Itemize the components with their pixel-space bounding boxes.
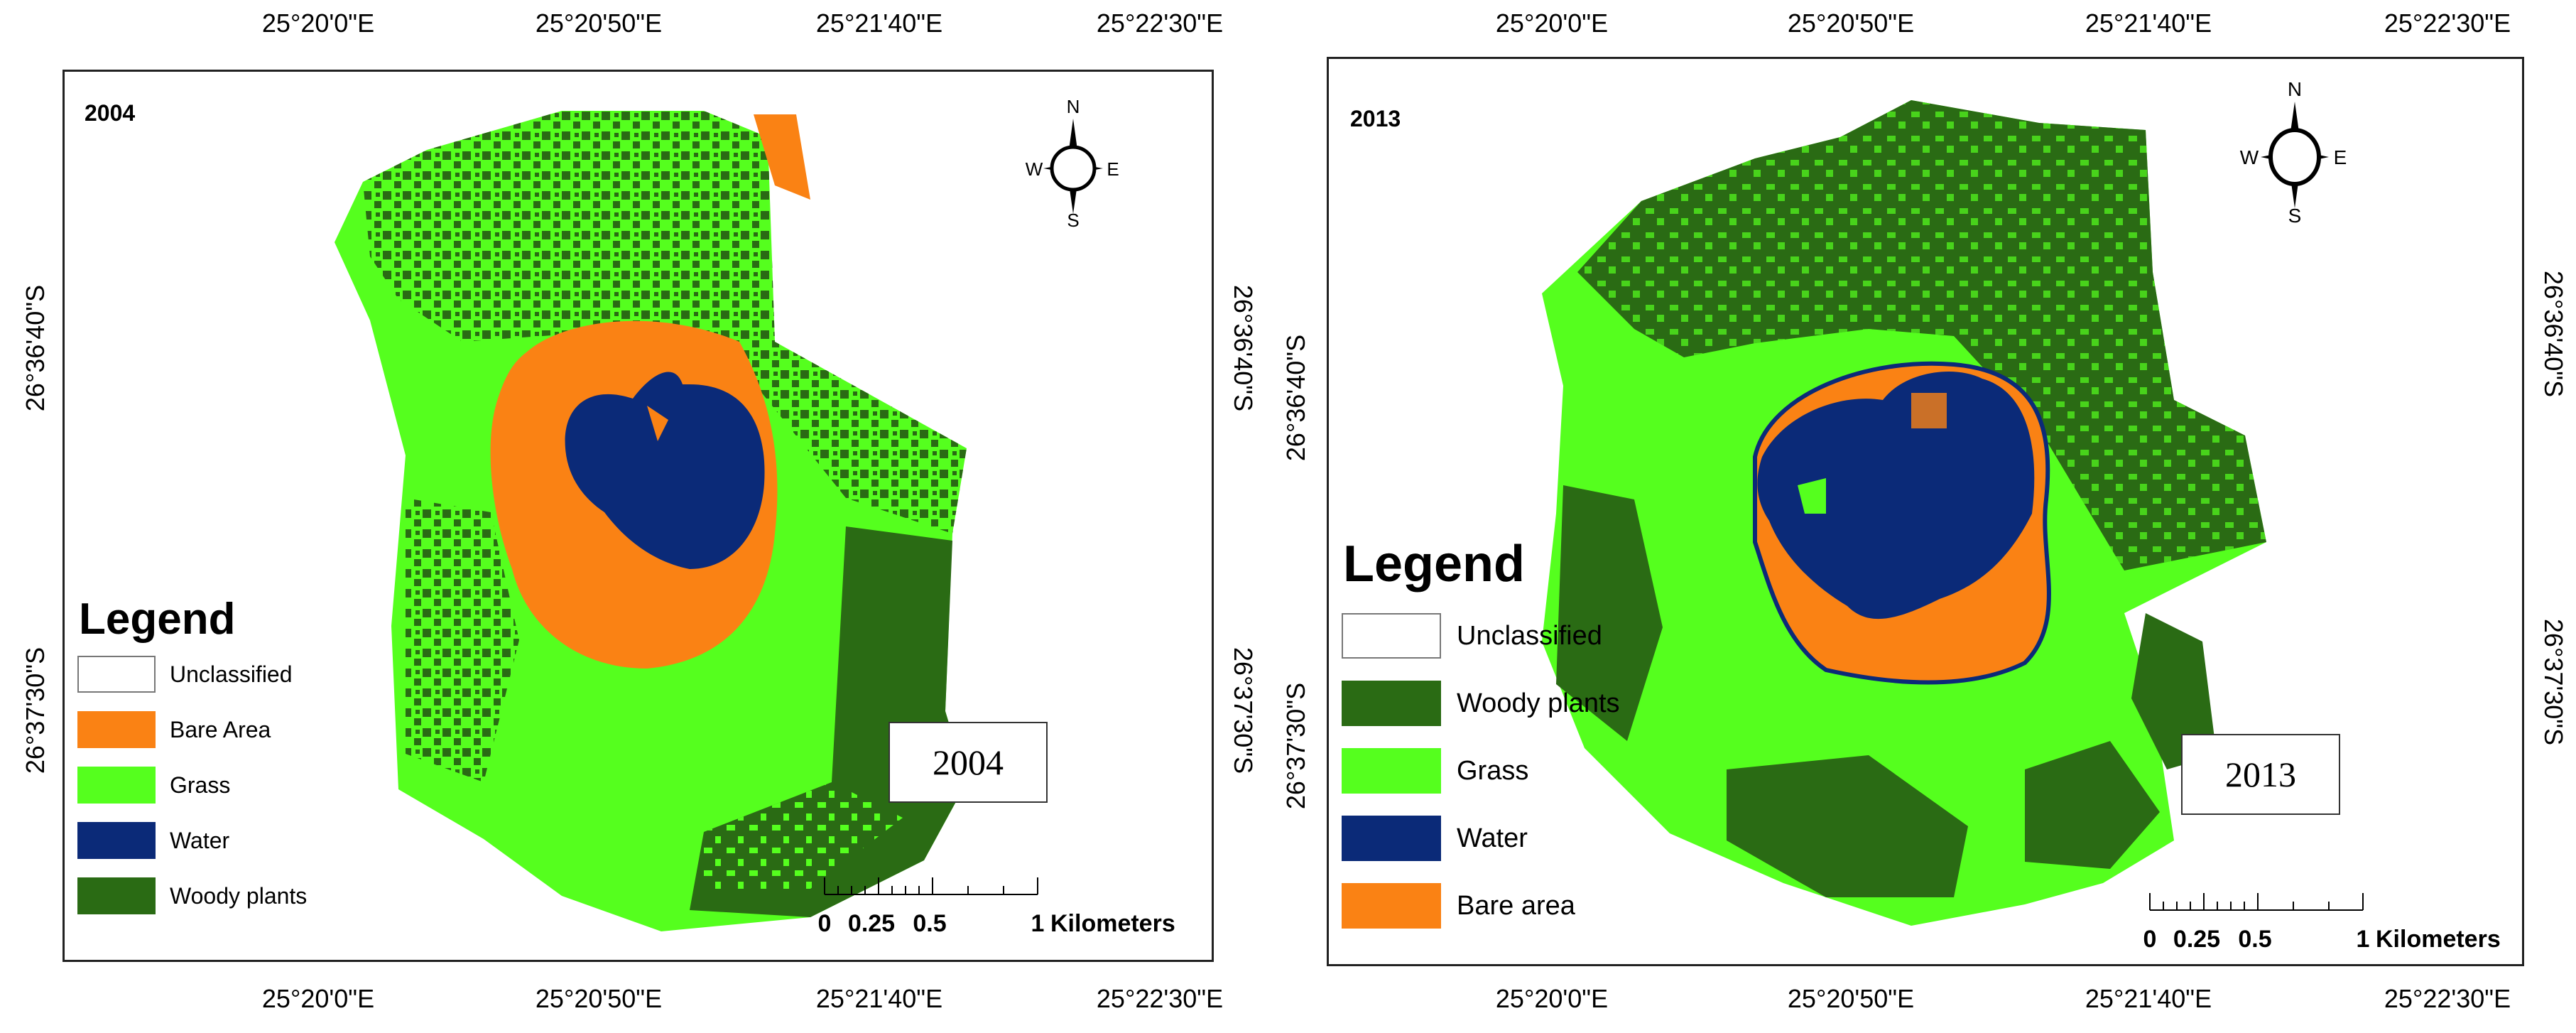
scale-label: 0.5 xyxy=(2238,926,2271,953)
north-arrow-compass-icon: N S W E xyxy=(1026,96,1119,231)
legend-swatch xyxy=(77,711,156,748)
legend-swatch xyxy=(1342,883,1441,929)
left-tick-label: 26°37'30"S xyxy=(21,647,50,774)
legend-swatch xyxy=(1342,816,1441,861)
top-tick-label: 25°22'30"E xyxy=(1096,9,1224,38)
legend-label: Water xyxy=(170,827,230,853)
right-tick-label: 26°37'30"S xyxy=(1229,647,1258,774)
compass-e: E xyxy=(2334,146,2347,168)
legend-label: Unclassified xyxy=(1457,620,1602,651)
map-frame-2004: 2004 N S W E Legend Unclassified Bare Ar… xyxy=(63,70,1214,962)
legend-label: Grass xyxy=(170,772,231,798)
year-box: 2013 xyxy=(2181,734,2340,815)
water-region xyxy=(1757,372,2035,620)
scale-unit: Kilometers xyxy=(2376,926,2501,953)
top-tick-label: 25°20'0"E xyxy=(261,9,375,38)
legend-item: Grass xyxy=(77,767,230,804)
bottom-tick-label: 25°20'50"E xyxy=(1787,984,1915,1013)
right-tick-label: 26°36'40"S xyxy=(1229,284,1258,412)
bottom-tick-label: 25°20'0"E xyxy=(261,984,375,1013)
legend-title: Legend xyxy=(1343,536,1526,593)
legend-label: Unclassified xyxy=(170,661,293,687)
water-region xyxy=(565,372,765,569)
woody-region xyxy=(2025,741,2160,869)
bottom-tick-label: 25°20'50"E xyxy=(535,984,663,1013)
legend-item: Unclassified xyxy=(77,656,293,693)
scale-label: 0.25 xyxy=(2173,926,2220,953)
compass-s: S xyxy=(1067,210,1079,231)
legend-swatch xyxy=(1342,681,1441,726)
scale-label: 1 xyxy=(1031,910,1045,937)
scale-bar-icon: 0 0.25 0.5 1 Kilometers xyxy=(2143,893,2501,953)
bottom-tick-label: 25°20'0"E xyxy=(1495,984,1609,1013)
legend-item: Grass xyxy=(1342,748,1528,794)
legend-item: Bare Area xyxy=(77,711,271,748)
scale-label: 0.5 xyxy=(913,910,946,937)
legend-item: Water xyxy=(1342,816,1528,861)
compass-s: S xyxy=(2288,205,2302,227)
top-tick-label: 25°21'40"E xyxy=(815,9,943,38)
scale-label: 0 xyxy=(818,910,832,937)
compass-e: E xyxy=(1107,158,1119,180)
legend-label: Bare Area xyxy=(170,716,271,742)
woody-region xyxy=(406,498,519,782)
right-tick-label: 26°36'40"S xyxy=(2539,270,2568,398)
year-tag: 2013 xyxy=(1350,106,1401,131)
top-tick-label: 25°20'50"E xyxy=(535,9,663,38)
top-tick-label: 25°22'30"E xyxy=(2384,9,2511,38)
bottom-tick-label: 25°22'30"E xyxy=(2384,984,2511,1013)
legend-swatch xyxy=(1342,613,1441,659)
legend-label: Water xyxy=(1457,823,1528,853)
legend-label: Woody plants xyxy=(170,882,308,909)
legend-label: Bare area xyxy=(1457,890,1575,921)
bottom-tick-label: 25°21'40"E xyxy=(2085,984,2212,1013)
north-arrow-compass-icon: N S W E xyxy=(2240,78,2347,227)
left-tick-label: 26°37'30"S xyxy=(1281,682,1310,810)
legend-item: Bare area xyxy=(1342,883,1575,929)
bare-area-region xyxy=(754,114,810,200)
legend-swatch xyxy=(77,656,156,693)
legend-swatch xyxy=(77,822,156,859)
map-frame-2013: 2013 N S W E Legend Unclassified Woody p… xyxy=(1327,57,2524,966)
year-box: 2004 xyxy=(888,722,1048,803)
legend-label: Grass xyxy=(1457,755,1529,786)
left-tick-label: 26°36'40"S xyxy=(1281,334,1310,462)
top-tick-label: 25°20'50"E xyxy=(1787,9,1915,38)
bottom-tick-label: 25°21'40"E xyxy=(815,984,943,1013)
legend-swatch xyxy=(77,767,156,804)
scale-label: 1 xyxy=(2357,926,2370,953)
legend-title: Legend xyxy=(79,595,236,644)
legend-item: Unclassified xyxy=(1342,613,1602,659)
bottom-tick-label: 25°22'30"E xyxy=(1096,984,1224,1013)
land-cover-map-2013 xyxy=(1542,100,2266,926)
legend-item: Water xyxy=(77,822,229,859)
left-tick-label: 26°36'40"S xyxy=(21,284,50,412)
legend-item: Woody plants xyxy=(1342,681,1620,726)
scale-unit: Kilometers xyxy=(1050,910,1175,937)
land-cover-map-2004 xyxy=(335,111,967,931)
compass-n: N xyxy=(2288,78,2302,100)
woody-region xyxy=(363,111,967,534)
woody-region xyxy=(2131,613,2217,769)
compass-w: W xyxy=(1026,158,1043,180)
scale-label: 0 xyxy=(2143,926,2157,953)
woody-region xyxy=(1556,485,1663,741)
woody-region xyxy=(1727,755,1968,897)
compass-n: N xyxy=(1067,96,1080,117)
legend-label: Woody plants xyxy=(1457,688,1620,718)
legend-swatch xyxy=(77,877,156,914)
top-tick-label: 25°20'0"E xyxy=(1495,9,1609,38)
year-tag: 2004 xyxy=(85,100,136,126)
top-tick-label: 25°21'40"E xyxy=(2085,9,2212,38)
legend-item: Woody plants xyxy=(77,877,307,914)
scale-label: 0.25 xyxy=(848,910,895,937)
right-tick-label: 26°37'30"S xyxy=(2539,618,2568,746)
compass-w: W xyxy=(2240,146,2259,168)
grass-region xyxy=(704,782,903,889)
legend-swatch xyxy=(1342,748,1441,794)
scale-bar-icon: 0 0.25 0.5 1 Kilometers xyxy=(818,877,1175,937)
